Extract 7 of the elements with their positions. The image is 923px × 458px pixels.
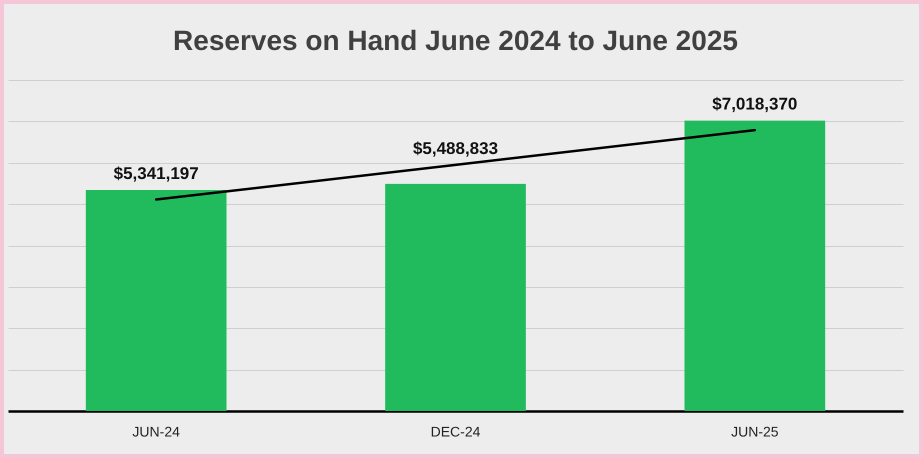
data-label: $7,018,370 — [712, 94, 798, 114]
data-label: $5,488,833 — [412, 138, 498, 158]
x-tick-label: JUN-25 — [731, 424, 779, 440]
x-tick-label: JUN-24 — [132, 424, 180, 440]
data-label: $5,341,197 — [114, 164, 199, 184]
x-tick-label: DEC-24 — [430, 424, 481, 440]
chart-title: Reserves on Hand June 2024 to June 2025 — [173, 25, 738, 56]
